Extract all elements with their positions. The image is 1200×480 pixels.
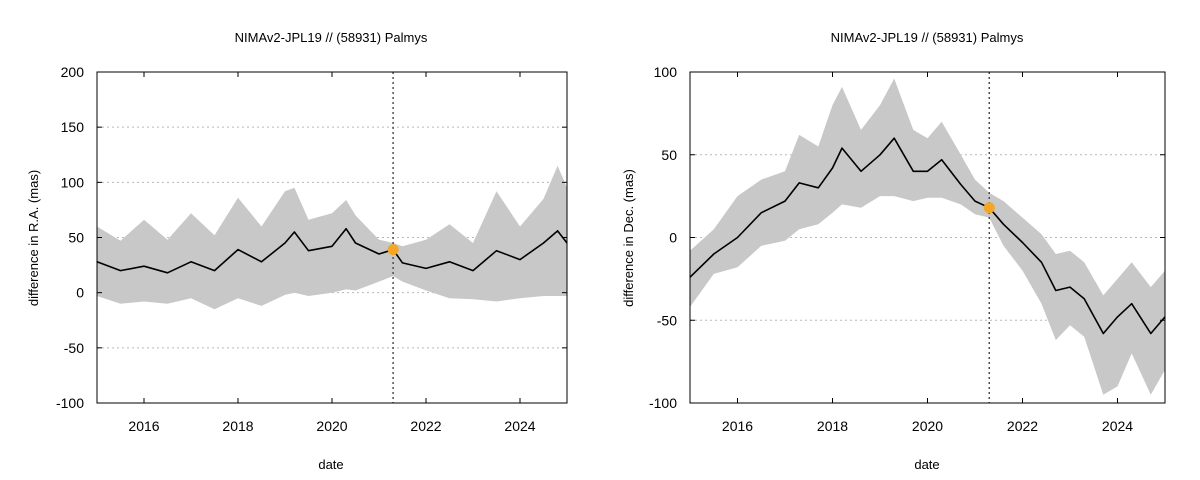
chart-dec-data-point (1040, 261, 1043, 263)
chart-ra-x-axis-label: date (318, 457, 343, 472)
chart-dec-data-point (784, 200, 786, 202)
chart-dec-data-point (893, 137, 895, 139)
chart-ra-data-point (519, 259, 521, 261)
chart-dec-data-point (941, 159, 943, 161)
chart-dec-reference-point (983, 202, 995, 214)
chart-dec-y-tick-label: -50 (657, 312, 677, 328)
chart-dec-x-axis-label: date (914, 457, 939, 472)
chart-dec-data-point (926, 170, 929, 172)
chart-dec-data-point (860, 170, 862, 172)
chart-dec-y-tick-label: 100 (654, 64, 678, 80)
chart-ra-data-point (448, 261, 451, 263)
chart-ra-reference-layer (387, 72, 399, 403)
chart-dec-uncertainty-band (690, 78, 1165, 395)
chart-dec-data-point (798, 182, 800, 184)
chart-ra-y-tick-label: 150 (61, 119, 85, 135)
chart-dec-data-point (960, 183, 962, 186)
chart-ra-data-point (284, 242, 286, 244)
chart-dec-plot-frame (689, 71, 1166, 404)
chart-ra-ticks: -100 -50 0 50 100 150 200 2016 2018 2020 2022 2024 (56, 64, 567, 434)
chart-ra-reference-point (387, 244, 399, 256)
chart-ra-data-point (293, 231, 295, 233)
chart-ra-x-tick-label: 2018 (222, 418, 253, 434)
chart-ra-y-tick-label: 200 (61, 64, 85, 80)
chart-ra-data-point (425, 267, 427, 269)
chart-dec-y-tick-label: 50 (661, 147, 677, 163)
chart-dec-data-point (1021, 241, 1024, 244)
chart-dec-x-tick-label: 2022 (1007, 418, 1038, 434)
chart-dec-data-point (736, 236, 739, 239)
chart-dec-y-tick-label: 0 (669, 230, 677, 246)
chart-ra-plot-frame (96, 71, 568, 404)
chart-ra-y-tick-label: 100 (61, 174, 85, 190)
chart-ra-data-point (331, 245, 333, 247)
chart-ra-x-tick-label: 2016 (128, 418, 159, 434)
chart-dec-y-tick-label: -100 (649, 395, 677, 411)
chart-ra-data-point (190, 261, 192, 263)
chart-dec-data-point (912, 170, 914, 172)
chart-ra-line-layer (96, 227, 568, 274)
chart-ra-data-point (307, 250, 310, 252)
chart-ra-data-point (472, 270, 474, 272)
chart-dec-x-tick-label: 2018 (817, 418, 848, 434)
chart-dec-data-point (1150, 332, 1152, 335)
chart-dec-data-point (817, 187, 819, 189)
chart-ra-data-point (345, 228, 347, 230)
chart-dec-reference-layer (983, 72, 995, 403)
chart-ra-data-point (143, 265, 145, 267)
chart-dec-ticks: -100 -50 0 50 100 2016 2018 2020 2022 2024 (649, 64, 1165, 434)
chart-ra-uncertainty-band (97, 165, 567, 310)
chart-dec-data-point (1055, 289, 1057, 292)
chart-ra-data-point (260, 261, 263, 263)
chart-ra-data-point (542, 242, 545, 244)
chart-ra-x-tick-label: 2020 (316, 418, 347, 434)
chart-dec-x-tick-label: 2024 (1102, 418, 1133, 434)
chart-ra-data-point (237, 249, 239, 251)
chart-ra: NIMAv2-JPL19 // (58931) Palmys -100 -50 0 5… (26, 30, 568, 472)
chart-dec-title: NIMAv2-JPL19 // (58931) Palmys (831, 30, 1024, 45)
chart-ra-data-point (354, 242, 357, 244)
chart-dec: NIMAv2-JPL19 // (58931) Palmys -100 -50 0 5… (621, 30, 1166, 472)
chart-ra-data-point (378, 253, 380, 255)
chart-dec-data-point (713, 253, 715, 255)
chart-ra-y-tick-label: 50 (68, 230, 84, 246)
chart-dec-data-point (1083, 298, 1085, 300)
chart-dec-y-axis-label: difference in Dec. (mas) (621, 169, 636, 307)
chart-dec-data-point (879, 154, 881, 156)
chart-dec-x-tick-label: 2020 (912, 418, 943, 434)
chart-ra-data-point (213, 270, 216, 272)
chart-ra-y-tick-label: -100 (56, 395, 84, 411)
chart-ra-y-tick-label: 0 (76, 285, 84, 301)
chart-ra-data-point (557, 230, 559, 232)
chart-dec-data-point (1069, 286, 1071, 288)
chart-ra-data-point (401, 262, 404, 264)
chart-ra-data-point (166, 272, 169, 274)
chart-ra-y-axis-label: difference in R.A. (mas) (26, 170, 41, 306)
chart-dec-data-point (1131, 303, 1133, 305)
chart-ra-y-tick-label: -50 (64, 340, 84, 356)
chart-dec-data-point (760, 212, 762, 214)
chart-dec-data-point (1116, 316, 1119, 318)
chart-dec-data-point (974, 200, 976, 202)
chart-ra-x-tick-label: 2024 (504, 418, 535, 434)
chart-ra-title: NIMAv2-JPL19 // (58931) Palmys (235, 30, 428, 45)
chart-ra-x-tick-label: 2022 (410, 418, 441, 434)
chart-dec-data-point (1102, 332, 1104, 335)
chart-dec-x-tick-label: 2016 (722, 418, 753, 434)
chart-ra-band-layer (97, 165, 567, 310)
chart-ra-data-point (495, 250, 498, 252)
chart-dec-data-point (1002, 223, 1005, 225)
chart-dec-data-point (831, 167, 834, 169)
chart-ra-data-point (119, 270, 122, 272)
chart-dec-data-point (841, 147, 843, 149)
chart-dec-band-layer (690, 78, 1165, 395)
